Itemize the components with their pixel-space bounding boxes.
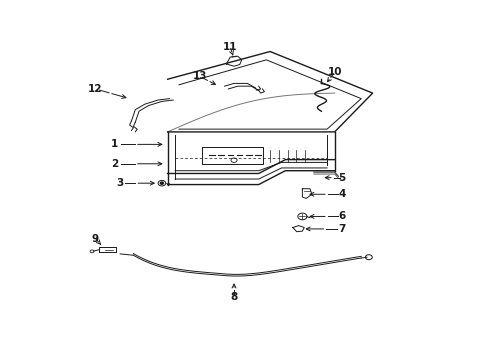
Text: 13: 13 <box>193 72 207 81</box>
Text: 9: 9 <box>92 234 99 244</box>
Text: 6: 6 <box>339 211 346 221</box>
Text: 12: 12 <box>88 84 103 94</box>
Text: 5: 5 <box>339 173 346 183</box>
Text: 10: 10 <box>327 67 342 77</box>
Text: 2: 2 <box>111 159 118 169</box>
Text: 1: 1 <box>111 139 118 149</box>
Text: 11: 11 <box>223 42 238 52</box>
Text: 3: 3 <box>117 178 124 188</box>
Text: 8: 8 <box>230 292 238 302</box>
Text: 4: 4 <box>339 189 346 199</box>
Text: 7: 7 <box>339 224 346 234</box>
Circle shape <box>160 182 163 184</box>
